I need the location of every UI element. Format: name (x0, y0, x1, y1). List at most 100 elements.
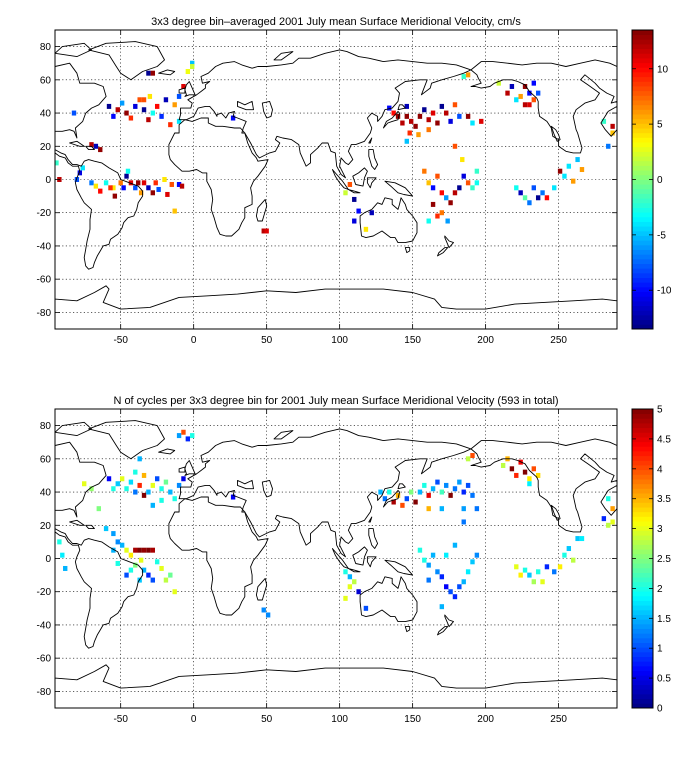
colorbar-segment (632, 563, 653, 569)
colorbar-segment (632, 418, 653, 424)
data-cell (408, 118, 414, 124)
coastline (261, 479, 273, 498)
data-cell (159, 486, 164, 492)
data-cell (80, 165, 85, 171)
data-cell (474, 180, 480, 186)
data-cell (111, 486, 116, 492)
coastline (55, 421, 92, 437)
data-cell (115, 481, 120, 487)
x-tick-label: 100 (331, 335, 348, 346)
data-cell (465, 456, 471, 462)
colorbar-segment (632, 544, 653, 550)
data-cell (111, 547, 116, 553)
data-cell (422, 557, 427, 563)
y-tick-label: -60 (37, 275, 52, 286)
data-cell (562, 173, 567, 179)
data-cell (163, 479, 169, 485)
data-cell (562, 552, 567, 558)
colorbar-tick-label: 4.5 (657, 434, 671, 445)
data-cell (514, 97, 519, 103)
colorbar-tick-label: 5 (657, 120, 663, 131)
colorbar-segment (632, 34, 653, 40)
data-cell (154, 559, 160, 565)
colorbar-segment (632, 441, 653, 447)
data-cell (413, 123, 418, 129)
data-cell (343, 190, 348, 196)
coastline (273, 430, 294, 440)
colorbar-segment (632, 521, 653, 527)
data-cell (606, 496, 611, 502)
data-cell (128, 180, 134, 186)
data-cell (439, 190, 445, 196)
data-cell (98, 188, 103, 194)
data-cell (518, 93, 523, 99)
data-cell (610, 506, 615, 512)
data-cell (347, 181, 353, 187)
colorbar-segment (632, 235, 653, 241)
data-cell (77, 170, 83, 176)
data-cell (426, 127, 431, 133)
colorbar-segment (632, 567, 653, 573)
coastline (261, 100, 273, 119)
data-cell (474, 168, 480, 174)
data-cell (430, 185, 436, 191)
data-cell (89, 180, 94, 186)
coastline (178, 87, 186, 94)
y-tick-label: -60 (37, 654, 52, 665)
colorbar-segment (632, 114, 653, 120)
coastline (470, 59, 617, 154)
data-cell (106, 103, 112, 109)
coastline (404, 247, 411, 254)
colorbar-segment (632, 605, 653, 611)
data-cell (176, 433, 182, 439)
y-tick-label: 20 (40, 521, 52, 532)
x-tick-label: 200 (477, 335, 494, 346)
data-cell (531, 97, 536, 103)
x-tick-label: -50 (113, 714, 128, 725)
colorbar-segment (632, 109, 653, 115)
colorbar-segment (632, 207, 653, 213)
colorbar-segment (632, 44, 653, 50)
data-cell (138, 190, 144, 196)
data-cell (540, 579, 545, 585)
data-cell (470, 559, 475, 565)
data-cell (150, 70, 155, 76)
data-cell (452, 542, 458, 548)
colorbar-segment (632, 642, 653, 648)
colorbar-segment (632, 277, 653, 283)
x-tick-label: -50 (113, 335, 128, 346)
colorbar-segment (632, 268, 653, 274)
data-cell (457, 185, 462, 191)
colorbar-segment (632, 226, 653, 232)
data-cell (146, 572, 151, 578)
data-cell (557, 564, 563, 570)
data-cell (119, 100, 125, 106)
y-tick-label: -20 (37, 587, 52, 598)
data-cell (579, 167, 585, 173)
colorbar-segment (632, 647, 653, 653)
data-cell (527, 572, 532, 578)
colorbar-segment (632, 423, 653, 429)
data-cell (154, 103, 160, 109)
data-cell (474, 552, 480, 558)
x-tick-label: 0 (191, 335, 197, 346)
data-cell (448, 589, 453, 595)
data-cell (111, 531, 116, 537)
colorbar-segment (632, 100, 653, 106)
coastline (368, 528, 379, 549)
data-cell (465, 569, 471, 575)
x-tick-label: 250 (550, 335, 567, 346)
y-tick-label: 20 (40, 142, 52, 153)
chart-title: 3x3 degree bin–averaged 2001 July mean S… (151, 16, 521, 28)
data-cell (496, 80, 501, 86)
data-cell (115, 560, 120, 566)
data-cell (610, 519, 615, 525)
data-cell (527, 481, 532, 487)
data-cell (505, 90, 510, 96)
data-cell (407, 130, 412, 136)
data-cell (531, 185, 536, 191)
data-cell (168, 489, 173, 495)
colorbar-segment (632, 595, 653, 601)
colorbar-tick-label: 0.5 (657, 674, 671, 685)
data-cell (430, 201, 436, 207)
